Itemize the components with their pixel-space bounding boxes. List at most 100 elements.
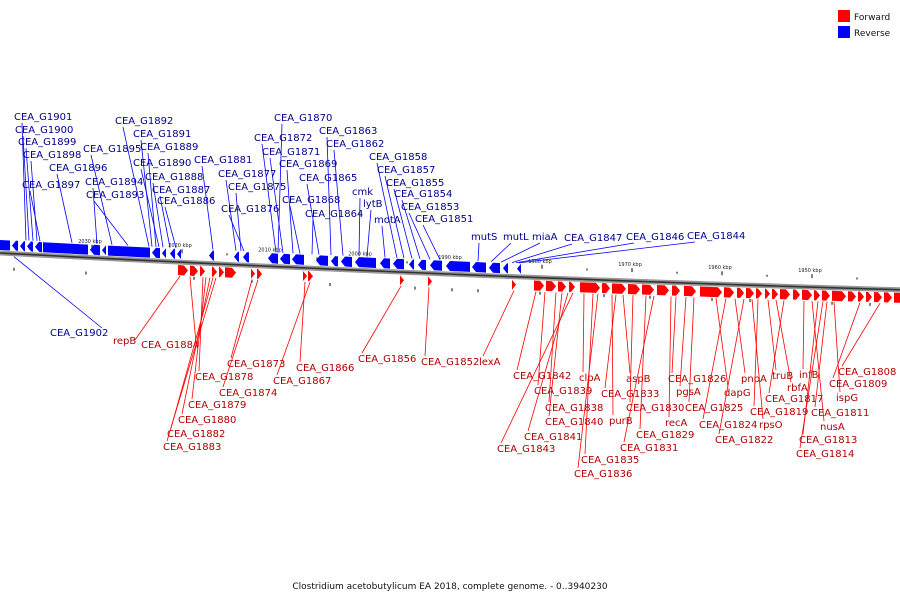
leader-line	[611, 294, 614, 416]
gene-label-cea-g1825: CEA_G1825	[685, 403, 743, 414]
leader-line	[477, 242, 480, 262]
leader-line	[286, 169, 294, 254]
gene-label-mota: motA	[374, 215, 401, 226]
gene-label-cea-g1835: CEA_G1835	[581, 455, 639, 466]
leader-line	[548, 292, 563, 417]
gene-label-cea-g1826: CEA_G1826	[668, 374, 726, 385]
leader-line	[361, 285, 402, 354]
gene-label-ispg: ispG	[836, 393, 858, 404]
gene-label-purb: purB	[609, 416, 633, 427]
gene-label-cea-g1836: CEA_G1836	[574, 469, 632, 480]
gene-label-cea-g1873: CEA_G1873	[227, 359, 285, 370]
leader-line	[500, 292, 574, 444]
leader-line	[201, 165, 214, 250]
leader-line	[393, 188, 413, 259]
legend-swatch-forward	[838, 10, 850, 22]
leader-line	[734, 298, 746, 374]
scale-tick-label: 1990 kbp	[438, 255, 462, 261]
forward-gene-block	[780, 289, 790, 300]
reverse-gene-block	[418, 259, 426, 271]
reverse-gene-block	[20, 241, 25, 252]
leader-line	[152, 182, 164, 248]
forward-gene-block	[628, 284, 640, 295]
scale-tick-label: 1970 kbp	[618, 262, 642, 268]
leader-line	[289, 205, 301, 254]
forward-gene-block	[612, 283, 626, 294]
forward-gene-block	[793, 289, 800, 300]
leader-line	[490, 242, 512, 263]
reverse-gene-block	[90, 244, 100, 256]
gene-label-repb: repB	[113, 336, 136, 347]
leader-line	[140, 168, 160, 248]
leader-line	[500, 242, 541, 263]
gene-label-cea-g1844: CEA_G1844	[687, 231, 745, 242]
reverse-gene-block	[177, 249, 181, 260]
gene-label-cea-g1856: CEA_G1856	[358, 354, 416, 365]
gene-label-cea-g1868: CEA_G1868	[282, 195, 340, 206]
gene-label-cea-g1866: CEA_G1866	[296, 363, 354, 374]
forward-gene-block	[546, 280, 556, 292]
reverse-gene-block	[446, 261, 470, 272]
gene-label-cea-g1808: CEA_G1808	[838, 367, 896, 378]
gene-label-cea-g1897: CEA_G1897	[22, 180, 80, 191]
leader-line	[424, 287, 430, 357]
reverse-gene-block	[243, 252, 249, 263]
gene-label-cea-g1879: CEA_G1879	[188, 400, 246, 411]
forward-gene-block	[219, 267, 224, 278]
leader-line	[92, 187, 98, 245]
leader-line	[623, 295, 655, 443]
gene-label-cea-g1870: CEA_G1870	[274, 113, 332, 124]
gene-label-cea-g1857: CEA_G1857	[377, 165, 435, 176]
leader-line	[134, 275, 181, 341]
leader-line	[164, 206, 177, 249]
forward-gene-block	[724, 287, 734, 298]
forward-gene-block	[178, 265, 188, 276]
reverse-gene-block	[234, 251, 239, 262]
gene-label-cea-g1813: CEA_G1813	[799, 435, 857, 446]
leader-line	[122, 126, 150, 247]
leader-line	[639, 295, 647, 430]
leader-line	[751, 299, 764, 420]
reverse-gene-block	[268, 253, 278, 264]
forward-gene-block	[642, 284, 654, 295]
leader-line	[326, 136, 332, 256]
leader-line	[147, 152, 157, 247]
leader-line	[381, 225, 386, 258]
gene-label-nusa: nusA	[820, 422, 845, 433]
leader-line	[753, 299, 759, 407]
forward-gene-block	[200, 266, 205, 277]
gene-label-cea-g1877: CEA_G1877	[218, 169, 276, 180]
gene-label-miaa: miaA	[532, 232, 558, 243]
forward-gene-block	[822, 290, 830, 301]
gene-label-cea-g1831: CEA_G1831	[620, 443, 678, 454]
leader-line	[582, 293, 585, 373]
leader-line	[276, 281, 311, 376]
reverse-gene-block	[341, 256, 352, 267]
leader-line	[358, 197, 361, 257]
leader-line	[230, 279, 253, 359]
forward-gene-block	[832, 290, 846, 302]
leader-line	[376, 162, 398, 258]
reverse-gene-block	[489, 262, 500, 274]
scale-tick-label: 2020 kbp	[168, 243, 192, 249]
scale-tick-label: 2010 kbp	[258, 247, 282, 253]
leader-line	[518, 241, 696, 264]
gene-label-cea-g1814: CEA_G1814	[796, 449, 854, 460]
leader-line	[225, 179, 237, 251]
leader-line	[715, 297, 729, 388]
gene-label-cea-g1853: CEA_G1853	[401, 202, 459, 213]
leader-line	[604, 294, 617, 389]
gene-label-lexa: lexA	[479, 357, 501, 368]
gene-label-cea-g1840: CEA_G1840	[545, 417, 603, 428]
leader-line	[408, 212, 431, 260]
gene-label-cea-g1886: CEA_G1886	[157, 196, 215, 207]
gene-label-cea-g1847: CEA_G1847	[564, 233, 622, 244]
gene-label-rpso: rpsO	[759, 420, 783, 431]
gene-label-cea-g1874: CEA_G1874	[219, 388, 277, 399]
reverse-gene-block	[0, 240, 10, 251]
gene-label-cea-g1822: CEA_G1822	[715, 435, 773, 446]
leader-line	[718, 298, 745, 435]
forward-gene-block	[428, 276, 432, 287]
forward-gene-block	[772, 288, 778, 300]
